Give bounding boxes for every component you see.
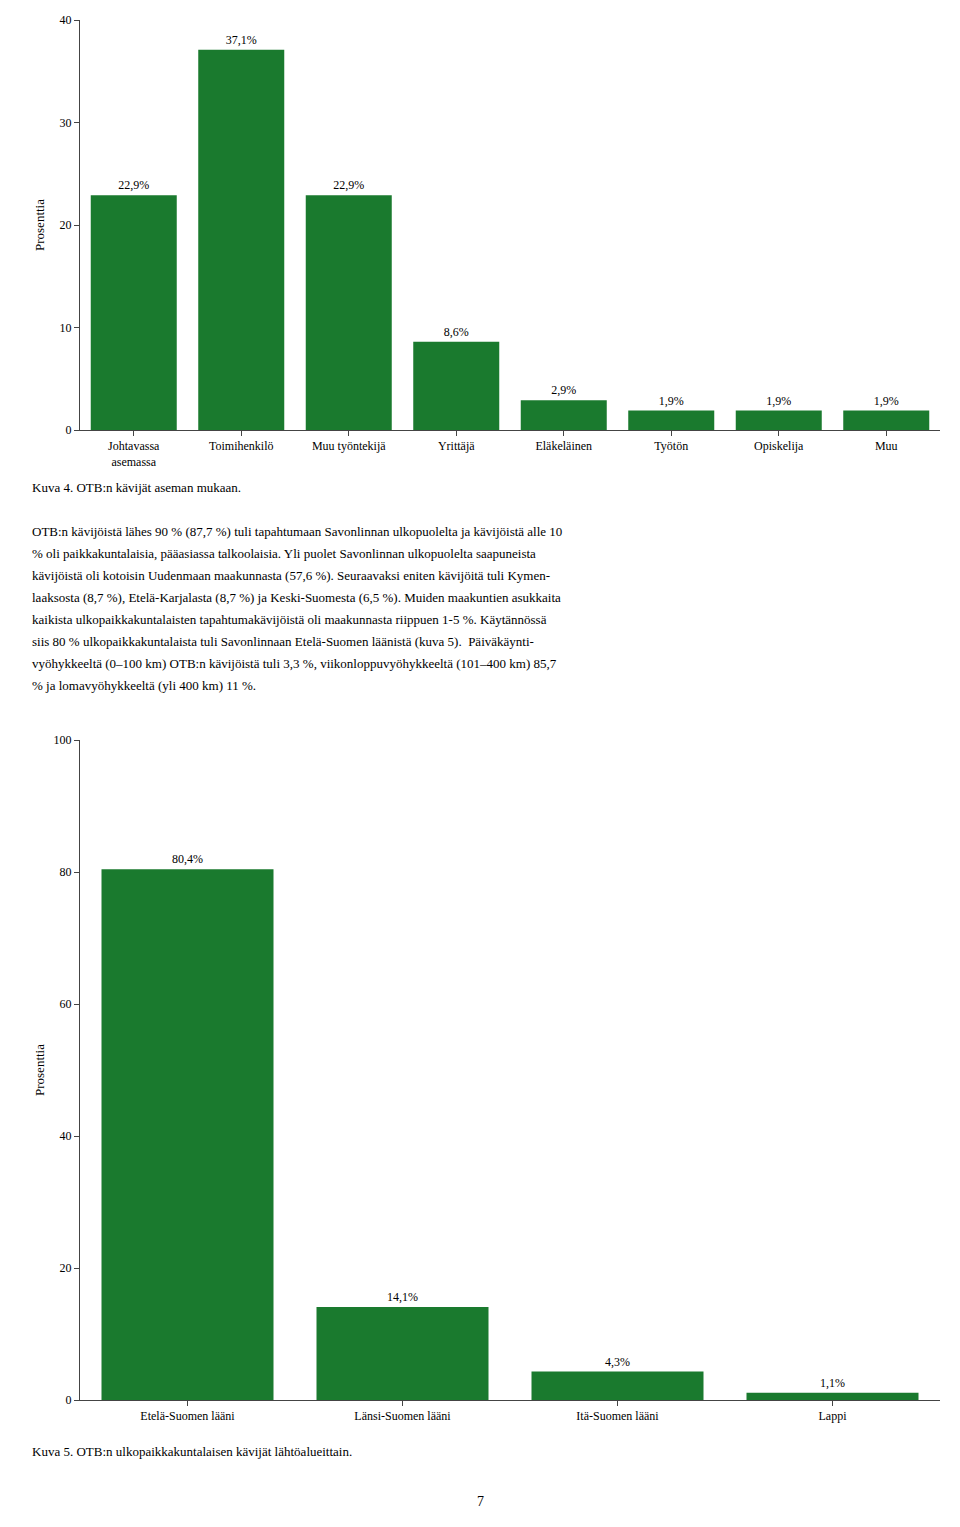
svg-text:kaikista ulkopaikkakuntalaiste: kaikista ulkopaikkakuntalaisten tapahtum… [32, 612, 547, 627]
svg-text:Eläkeläinen: Eläkeläinen [535, 439, 592, 453]
svg-text:Muu: Muu [875, 439, 898, 453]
svg-text:% ja lomavyöhykkeeltä (yli 400: % ja lomavyöhykkeeltä (yli 400 km) 11 %. [32, 678, 256, 693]
svg-text:Prosenttia: Prosenttia [32, 1044, 47, 1096]
svg-text:4,3%: 4,3% [605, 1355, 630, 1369]
svg-text:Muu työntekijä: Muu työntekijä [312, 439, 386, 453]
svg-text:8,6%: 8,6% [444, 325, 469, 339]
svg-text:1,9%: 1,9% [659, 394, 684, 408]
svg-text:% oli paikkakuntalaisia, pääas: % oli paikkakuntalaisia, pääasiassa talk… [32, 546, 536, 561]
svg-text:1,1%: 1,1% [820, 1376, 845, 1390]
svg-text:30: 30 [60, 116, 72, 130]
svg-text:Opiskelija: Opiskelija [754, 439, 804, 453]
svg-text:kävijöistä oli kotoisin Uudenm: kävijöistä oli kotoisin Uudenmaan maakun… [32, 568, 550, 583]
svg-text:20: 20 [60, 218, 72, 232]
svg-text:0: 0 [66, 423, 72, 437]
svg-text:Toimihenkilö: Toimihenkilö [209, 439, 274, 453]
svg-text:Kuva 5. OTB:n ulkopaikkakuntal: Kuva 5. OTB:n ulkopaikkakuntalaisen kävi… [32, 1444, 352, 1459]
svg-text:Itä-Suomen lääni: Itä-Suomen lääni [576, 1409, 659, 1423]
svg-text:OTB:n kävijöistä lähes 90 % (8: OTB:n kävijöistä lähes 90 % (87,7 %) tul… [32, 524, 562, 539]
svg-text:siis 80 % ulkopaikkakuntalaist: siis 80 % ulkopaikkakuntalaista tuli Sav… [32, 634, 534, 649]
svg-text:80,4%: 80,4% [172, 852, 203, 866]
svg-text:Johtavassaasemassa: Johtavassaasemassa [108, 439, 160, 469]
svg-text:40: 40 [60, 13, 72, 27]
svg-text:Etelä-Suomen lääni: Etelä-Suomen lääni [140, 1409, 235, 1423]
svg-text:laaksosta (8,7 %), Etelä-Karja: laaksosta (8,7 %), Etelä-Karjalasta (8,7… [32, 590, 561, 605]
svg-text:37,1%: 37,1% [226, 33, 257, 47]
svg-text:Prosenttia: Prosenttia [32, 199, 47, 251]
svg-text:2,9%: 2,9% [551, 383, 576, 397]
svg-text:80: 80 [60, 865, 72, 879]
svg-text:7: 7 [477, 1494, 484, 1509]
svg-text:22,9%: 22,9% [333, 178, 364, 192]
svg-text:1,9%: 1,9% [766, 394, 791, 408]
svg-text:100: 100 [54, 733, 72, 747]
svg-text:Lappi: Lappi [819, 1409, 848, 1423]
svg-text:40: 40 [60, 1129, 72, 1143]
svg-text:0: 0 [66, 1393, 72, 1407]
svg-text:Länsi-Suomen lääni: Länsi-Suomen lääni [354, 1409, 451, 1423]
svg-text:14,1%: 14,1% [387, 1290, 418, 1304]
svg-text:22,9%: 22,9% [118, 178, 149, 192]
svg-text:1,9%: 1,9% [874, 394, 899, 408]
svg-text:Työtön: Työtön [654, 439, 688, 453]
svg-text:60: 60 [60, 997, 72, 1011]
svg-text:20: 20 [60, 1261, 72, 1275]
svg-text:Yrittäjä: Yrittäjä [438, 439, 475, 453]
svg-text:10: 10 [60, 321, 72, 335]
svg-text:vyöhykkeeltä (0–100 km) OTB:n: vyöhykkeeltä (0–100 km) OTB:n kävijöistä… [32, 656, 557, 671]
svg-text:Kuva 4. OTB:n kävijät aseman m: Kuva 4. OTB:n kävijät aseman mukaan. [32, 480, 241, 495]
